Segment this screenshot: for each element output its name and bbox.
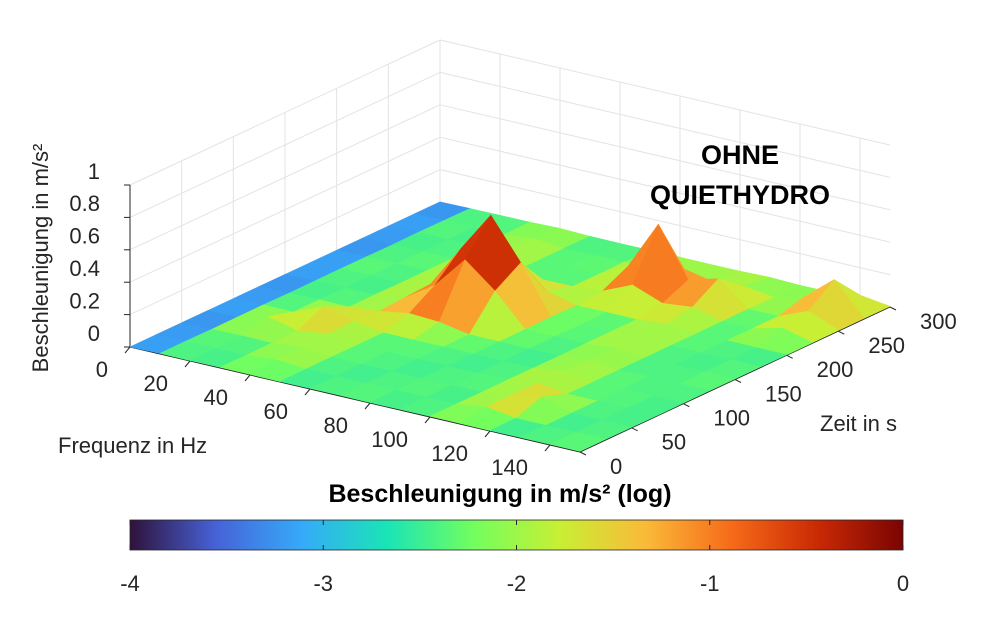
y-tick-label: 200 (817, 357, 854, 382)
y-tick (631, 427, 638, 432)
grid-line (129, 136, 441, 283)
x-tick-label: 60 (264, 399, 288, 424)
y-tick (734, 379, 742, 383)
z-tick-label: 0.2 (69, 288, 100, 313)
y-tick-label: 250 (868, 333, 905, 358)
y-tick-label: 50 (662, 430, 686, 455)
y-tick-label: 300 (920, 309, 957, 334)
y-tick (579, 451, 587, 456)
y-tick-label: 100 (713, 405, 750, 430)
y-tick-label: 0 (610, 454, 622, 479)
surface-patch (549, 431, 607, 452)
z-tick-label: 0.4 (69, 256, 100, 281)
grid-line (439, 71, 891, 178)
x-tick-label: 80 (324, 413, 348, 438)
colorbar-label: Beschleunigung in m/s² (log) (328, 480, 672, 508)
y-tick (683, 403, 690, 408)
x-axis (129, 346, 581, 453)
x-tick-label: 20 (144, 371, 168, 396)
x-tick (544, 444, 551, 452)
x-tick-label: 140 (491, 455, 528, 480)
colorbar-tick-label: -4 (120, 571, 140, 596)
colorbar-tick-label: -1 (700, 571, 720, 596)
x-tick (484, 430, 491, 438)
chart-title: OHNE QUIETHYDRO (649, 140, 830, 210)
z-tick-label: 0.8 (69, 191, 100, 216)
z-tick-label: 1 (88, 159, 100, 184)
x-tick (364, 402, 371, 410)
grid-line (439, 169, 891, 276)
x-tick (304, 388, 311, 396)
x-tick (124, 346, 131, 354)
grid-line (439, 104, 891, 211)
x-tick (424, 416, 431, 424)
z-tick-label: 0.6 (69, 224, 100, 249)
x-axis-label: Frequenz in Hz (58, 433, 207, 458)
x-tick (184, 360, 191, 368)
grid-line (129, 104, 441, 251)
x-tick-label: 0 (96, 357, 108, 382)
y-tick (786, 354, 793, 359)
x-tick (244, 374, 251, 382)
grid-line (439, 39, 891, 146)
grid-line (129, 71, 441, 218)
colorbar-tick-label: 0 (897, 571, 909, 596)
y-axis-label: Zeit in s (820, 411, 897, 436)
x-tick-label: 40 (204, 385, 228, 410)
y-tick (889, 306, 897, 311)
x-tick-label: 120 (431, 441, 468, 466)
colorbar-tick-label: -2 (507, 571, 527, 596)
z-tick-label: 0 (88, 321, 100, 346)
z-axis-label: Beschleunigung in m/s² (28, 144, 53, 373)
grid-line (439, 136, 891, 243)
y-tick (838, 330, 845, 335)
x-tick-label: 100 (371, 427, 408, 452)
y-tick-label: 150 (765, 381, 802, 406)
colorbar-tick-label: -3 (313, 571, 333, 596)
grid-line (129, 39, 441, 186)
grid-line (129, 169, 441, 316)
